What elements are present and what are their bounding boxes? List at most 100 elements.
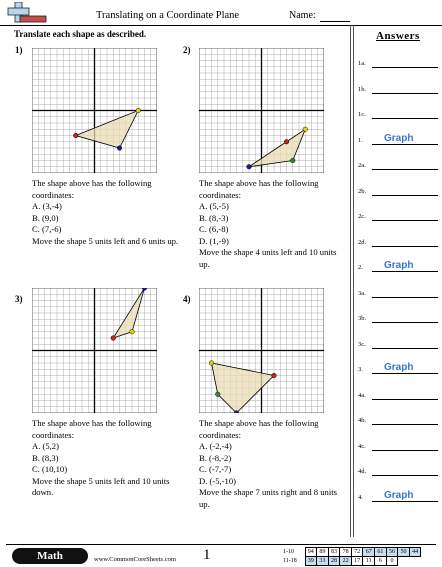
score-cell: 89	[316, 547, 329, 557]
answer-blank[interactable]	[372, 245, 438, 247]
problem-4-coord-c: C. (-7,-7)	[199, 464, 232, 474]
answer-blank[interactable]	[372, 373, 438, 374]
answer-blank[interactable]	[372, 143, 438, 145]
answer-graph-text: Graph	[384, 260, 414, 271]
page-number: 1	[203, 547, 211, 563]
score-cell: 28	[327, 556, 341, 566]
problem-3-coord-b: B. (8,3)	[32, 452, 59, 463]
score-cell: 0	[385, 556, 399, 566]
answer-blank[interactable]	[372, 500, 438, 502]
answer-blank[interactable]	[372, 449, 438, 451]
problem-2-number: 2)	[183, 45, 191, 55]
shape-vertex	[129, 329, 135, 335]
shape-vertex	[233, 410, 240, 413]
answer-blank[interactable]	[372, 424, 438, 425]
answer-label: 4c.	[358, 442, 366, 450]
problem-2-coord-c: C. (6,-8)	[199, 224, 229, 234]
answer-row: 2. Graph	[358, 258, 438, 272]
answer-graph-text: Graph	[384, 489, 414, 501]
answer-row: 4d.	[358, 462, 438, 476]
answer-label: 4d.	[358, 468, 367, 475]
score-cell: 83	[327, 547, 341, 557]
score-table: 1-10 94 89 83 78 72 67 61 56 50 44 11-18 39 33 28 22 17 1…	[283, 547, 422, 566]
shape-vertex	[135, 107, 141, 114]
answer-row: 1b.	[358, 80, 438, 94]
answer-row: 2a.	[358, 156, 438, 170]
problem-4-coordinate-grid	[199, 288, 324, 413]
problem-3-instruction: Move the shape 5 units left and 10 units…	[32, 475, 170, 498]
shape-vertex	[271, 372, 277, 379]
answer-label: 2.	[358, 264, 363, 271]
answer-row: 1c.	[358, 105, 438, 119]
shape-vertex	[141, 288, 148, 291]
answers-title: Answers	[376, 30, 420, 42]
problem-4-number: 4)	[183, 294, 191, 304]
answer-blank[interactable]	[372, 398, 438, 400]
answer-label: 1c.	[358, 111, 366, 118]
answer-blank[interactable]	[372, 475, 438, 476]
shape-vertex	[290, 157, 296, 164]
footer-divider	[6, 544, 436, 545]
shape-vertex	[302, 126, 308, 132]
score-cell: 17	[350, 556, 364, 566]
problem-4-text: The shape above has the following coordi…	[199, 418, 349, 510]
score-cell: 6	[374, 556, 387, 566]
score-cell: 39	[304, 556, 318, 566]
answer-label: 3b.	[358, 315, 367, 322]
problem-2-coord-a: A. (5,-5)	[199, 201, 229, 211]
problem-1-instruction: Move the shape 5 units left and 6 units …	[32, 235, 179, 246]
answer-blank[interactable]	[372, 296, 438, 298]
answer-row: 3c.	[358, 335, 438, 349]
problem-2-coord-d: D. (1,-9)	[199, 235, 229, 246]
score-cell: 61	[374, 547, 387, 557]
problem-2-coordinate-grid	[199, 48, 324, 173]
answer-blank[interactable]	[372, 169, 438, 170]
problem-1-text: The shape above has the following coordi…	[32, 178, 182, 247]
problem-4-coord-a: A. (-2,-4)	[199, 441, 232, 451]
shape-vertex	[208, 360, 215, 366]
answer-label: 1a.	[358, 60, 366, 67]
answer-blank[interactable]	[372, 194, 438, 196]
answer-label: 2c.	[358, 213, 366, 220]
problem-4-coord-b: B. (-8,-2)	[199, 452, 232, 463]
score-cell: 78	[339, 547, 352, 557]
score-row: 11-18 39 33 28 22 17 11 6 0	[283, 556, 421, 566]
answer-row: 4. Graph	[358, 488, 438, 502]
shape-polygon	[74, 109, 140, 149]
score-cell: 22	[339, 556, 352, 566]
logo-plus-minus-icon	[7, 2, 47, 23]
problem-2-intro: The shape above has the following coordi…	[199, 178, 319, 200]
shape-vertex	[116, 145, 123, 151]
problem-3-intro: The shape above has the following coordi…	[32, 418, 152, 440]
footer-site: www.CommonCoreSheets.com	[94, 556, 176, 563]
answer-label: 3a.	[358, 289, 366, 297]
problem-2-text: The shape above has the following coordi…	[199, 178, 349, 270]
answer-graph-text: Graph	[384, 132, 414, 144]
answer-blank[interactable]	[372, 118, 438, 119]
instructions: Translate each shape as described.	[14, 29, 147, 39]
answer-row: 4a.	[358, 386, 438, 400]
answer-row: 2b.	[358, 182, 438, 196]
answer-blank[interactable]	[372, 92, 438, 94]
problem-3-text: The shape above has the following coordi…	[32, 418, 182, 499]
answer-label: 2a.	[358, 162, 366, 169]
score-cell: 67	[362, 547, 376, 557]
answer-label: 1.	[358, 136, 363, 144]
answer-blank[interactable]	[372, 67, 438, 68]
answer-blank[interactable]	[372, 271, 438, 272]
answer-blank[interactable]	[372, 322, 438, 323]
answer-row: 3a.	[358, 284, 438, 298]
score-cell: 72	[350, 547, 364, 557]
answer-label: 2b.	[358, 187, 367, 195]
answer-blank[interactable]	[372, 220, 438, 221]
shape-polygon	[112, 288, 145, 339]
answer-row: 4c.	[358, 437, 438, 451]
shape-vertex	[110, 335, 116, 341]
name-field-line[interactable]	[320, 21, 350, 22]
answer-blank[interactable]	[372, 347, 438, 349]
name-label: Name:	[289, 10, 316, 21]
problem-1-coord-a: A. (3,-4)	[32, 201, 62, 211]
problem-1-intro: The shape above has the following coordi…	[32, 178, 152, 200]
score-cell: 56	[385, 547, 399, 557]
score-cell: 11	[362, 556, 376, 566]
